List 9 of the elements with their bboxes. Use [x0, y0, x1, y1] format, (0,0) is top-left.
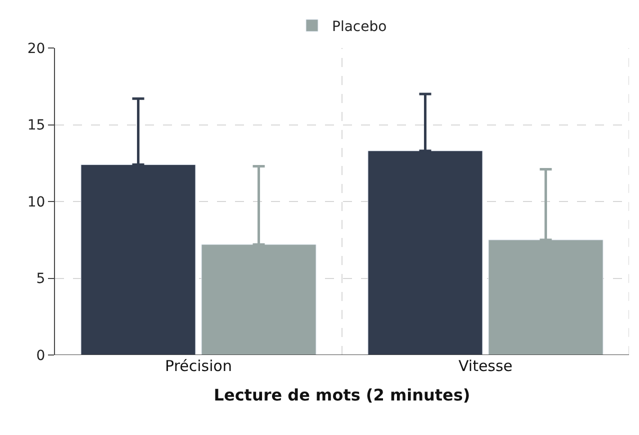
x-tick-label: Précision	[165, 357, 232, 375]
y-tick-label: 15	[27, 118, 46, 134]
legend-label: Placebo	[332, 18, 387, 35]
y-tick-label: 10	[27, 194, 46, 210]
x-axis-title: Lecture de mots (2 minutes)	[214, 386, 470, 405]
y-tick-label: 0	[36, 348, 46, 364]
x-tick-label: Vitesse	[458, 357, 513, 375]
y-tick-label: 5	[36, 271, 46, 288]
y-tick-label: 20	[27, 40, 46, 57]
